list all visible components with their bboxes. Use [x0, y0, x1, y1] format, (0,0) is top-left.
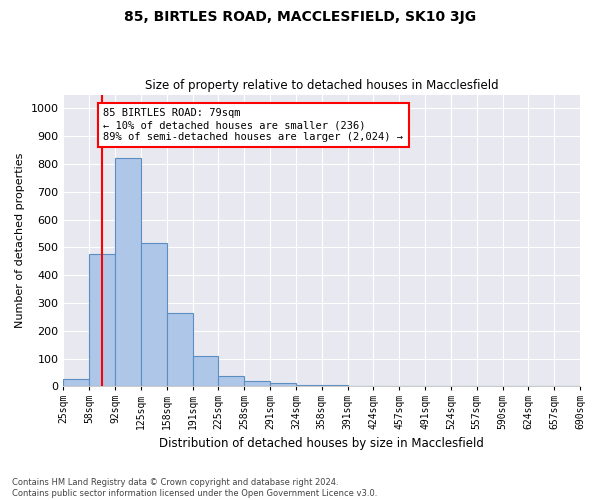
Bar [141, 244, 167, 386]
Bar [218, 376, 244, 386]
Bar [244, 381, 270, 386]
Bar [167, 313, 193, 386]
Bar [115, 158, 141, 386]
Bar [89, 254, 115, 386]
Bar [64, 378, 89, 386]
Text: Contains HM Land Registry data © Crown copyright and database right 2024.
Contai: Contains HM Land Registry data © Crown c… [12, 478, 377, 498]
Y-axis label: Number of detached properties: Number of detached properties [15, 153, 25, 328]
Bar [296, 385, 322, 386]
X-axis label: Distribution of detached houses by size in Macclesfield: Distribution of detached houses by size … [159, 437, 484, 450]
Text: 85 BIRTLES ROAD: 79sqm
← 10% of detached houses are smaller (236)
89% of semi-de: 85 BIRTLES ROAD: 79sqm ← 10% of detached… [103, 108, 403, 142]
Title: Size of property relative to detached houses in Macclesfield: Size of property relative to detached ho… [145, 79, 499, 92]
Bar [193, 356, 218, 386]
Text: 85, BIRTLES ROAD, MACCLESFIELD, SK10 3JG: 85, BIRTLES ROAD, MACCLESFIELD, SK10 3JG [124, 10, 476, 24]
Bar [270, 383, 296, 386]
